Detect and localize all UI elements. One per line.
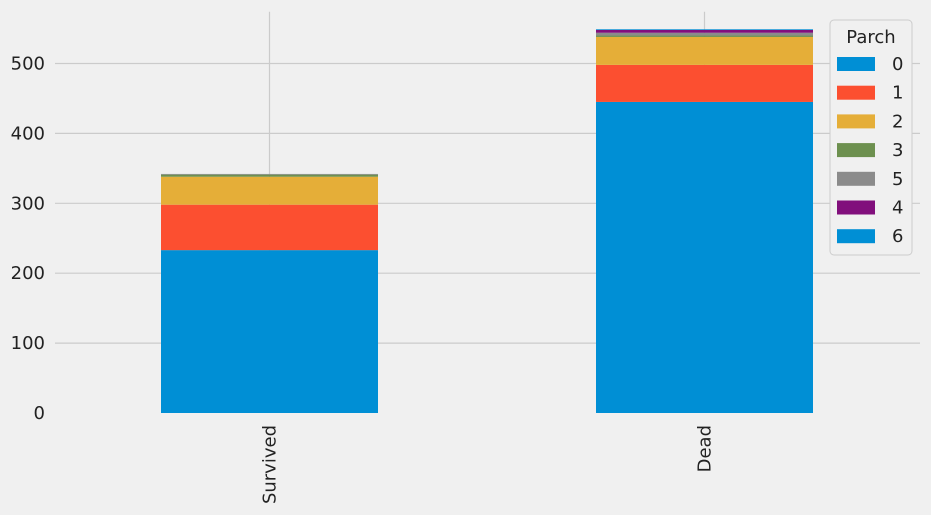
legend-label: 6 bbox=[892, 226, 903, 247]
bar-segment-dead-parch-3 bbox=[596, 35, 813, 37]
legend-swatch bbox=[837, 114, 875, 129]
legend-items: 0 1 2 3 5 4 6 bbox=[837, 54, 903, 247]
bar-segment-survived-parch-1 bbox=[161, 204, 378, 251]
y-axis-ticks: 0 100 200 300 400 500 bbox=[11, 54, 45, 425]
legend-swatch bbox=[837, 200, 875, 215]
legend-label: 3 bbox=[892, 140, 903, 161]
legend-title: Parch bbox=[846, 27, 895, 48]
x-tick-label: Dead bbox=[695, 425, 716, 472]
y-tick-label: 0 bbox=[34, 403, 45, 424]
x-tick-label: Survived bbox=[260, 425, 281, 504]
legend-swatch bbox=[837, 229, 875, 244]
bar-segment-dead-parch-6 bbox=[596, 29, 813, 30]
bar-segment-dead-parch-0 bbox=[596, 101, 813, 413]
legend-label: 5 bbox=[892, 169, 903, 190]
legend-label: 2 bbox=[892, 111, 903, 132]
y-tick-label: 200 bbox=[11, 263, 45, 284]
legend-label: 1 bbox=[892, 83, 903, 104]
bar-segment-dead-parch-4 bbox=[596, 29, 813, 33]
bar-segment-survived-parch-2 bbox=[161, 176, 378, 205]
legend: Parch 0 1 2 3 5 4 6 bbox=[829, 19, 913, 256]
x-axis-ticks: Survived Dead bbox=[260, 425, 716, 504]
y-tick-label: 100 bbox=[11, 333, 45, 354]
bar-layer bbox=[161, 29, 813, 413]
legend-swatch bbox=[837, 57, 875, 71]
legend-swatch bbox=[837, 85, 875, 100]
legend-swatch bbox=[837, 143, 875, 158]
bar-segment-dead-parch-1 bbox=[596, 64, 813, 102]
bar-segment-survived-parch-3 bbox=[161, 174, 378, 177]
bar-segment-survived-parch-5 bbox=[161, 173, 378, 175]
legend-label: 0 bbox=[892, 54, 903, 75]
y-tick-label: 300 bbox=[11, 193, 45, 214]
bar-segment-dead-parch-2 bbox=[596, 36, 813, 65]
y-tick-label: 500 bbox=[11, 54, 45, 75]
y-tick-label: 400 bbox=[11, 123, 45, 144]
bar-segment-dead-parch-5 bbox=[596, 32, 813, 36]
legend-swatch bbox=[837, 171, 875, 186]
legend-box bbox=[829, 19, 913, 256]
legend-label: 4 bbox=[892, 198, 903, 219]
bar-segment-survived-parch-0 bbox=[161, 250, 378, 413]
